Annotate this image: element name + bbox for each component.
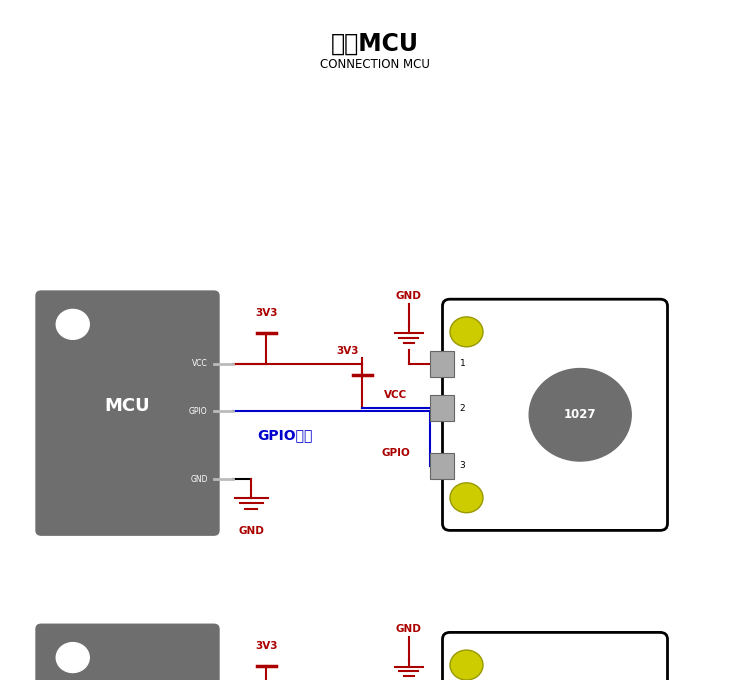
Bar: [430, 395, 454, 421]
FancyBboxPatch shape: [36, 291, 219, 535]
FancyBboxPatch shape: [36, 624, 219, 680]
Text: GPIO控制: GPIO控制: [257, 428, 313, 443]
Text: VCC: VCC: [384, 390, 408, 400]
Circle shape: [450, 483, 483, 513]
Text: 3: 3: [460, 461, 466, 471]
Text: MCU: MCU: [105, 397, 150, 415]
Text: GND: GND: [396, 291, 422, 301]
Text: 2: 2: [460, 403, 465, 413]
Text: 1027: 1027: [564, 408, 596, 422]
Text: 3V3: 3V3: [255, 308, 278, 318]
Circle shape: [450, 317, 483, 347]
Text: GND: GND: [190, 475, 208, 484]
Text: CONNECTION MCU: CONNECTION MCU: [320, 58, 430, 71]
Text: GPIO: GPIO: [382, 447, 410, 458]
Circle shape: [450, 650, 483, 680]
FancyBboxPatch shape: [442, 299, 668, 530]
Circle shape: [56, 643, 89, 673]
Text: 3V3: 3V3: [255, 641, 278, 651]
Text: 3V3: 3V3: [336, 346, 358, 356]
Text: VCC: VCC: [192, 359, 208, 369]
Text: GND: GND: [238, 526, 264, 536]
Text: GPIO: GPIO: [189, 407, 208, 416]
Text: 连接MCU: 连接MCU: [331, 32, 419, 56]
Circle shape: [530, 369, 632, 461]
Circle shape: [56, 309, 89, 339]
Text: GND: GND: [396, 624, 422, 634]
FancyBboxPatch shape: [442, 632, 668, 680]
Text: 1: 1: [460, 359, 466, 369]
Bar: [430, 351, 454, 377]
Bar: [430, 453, 454, 479]
